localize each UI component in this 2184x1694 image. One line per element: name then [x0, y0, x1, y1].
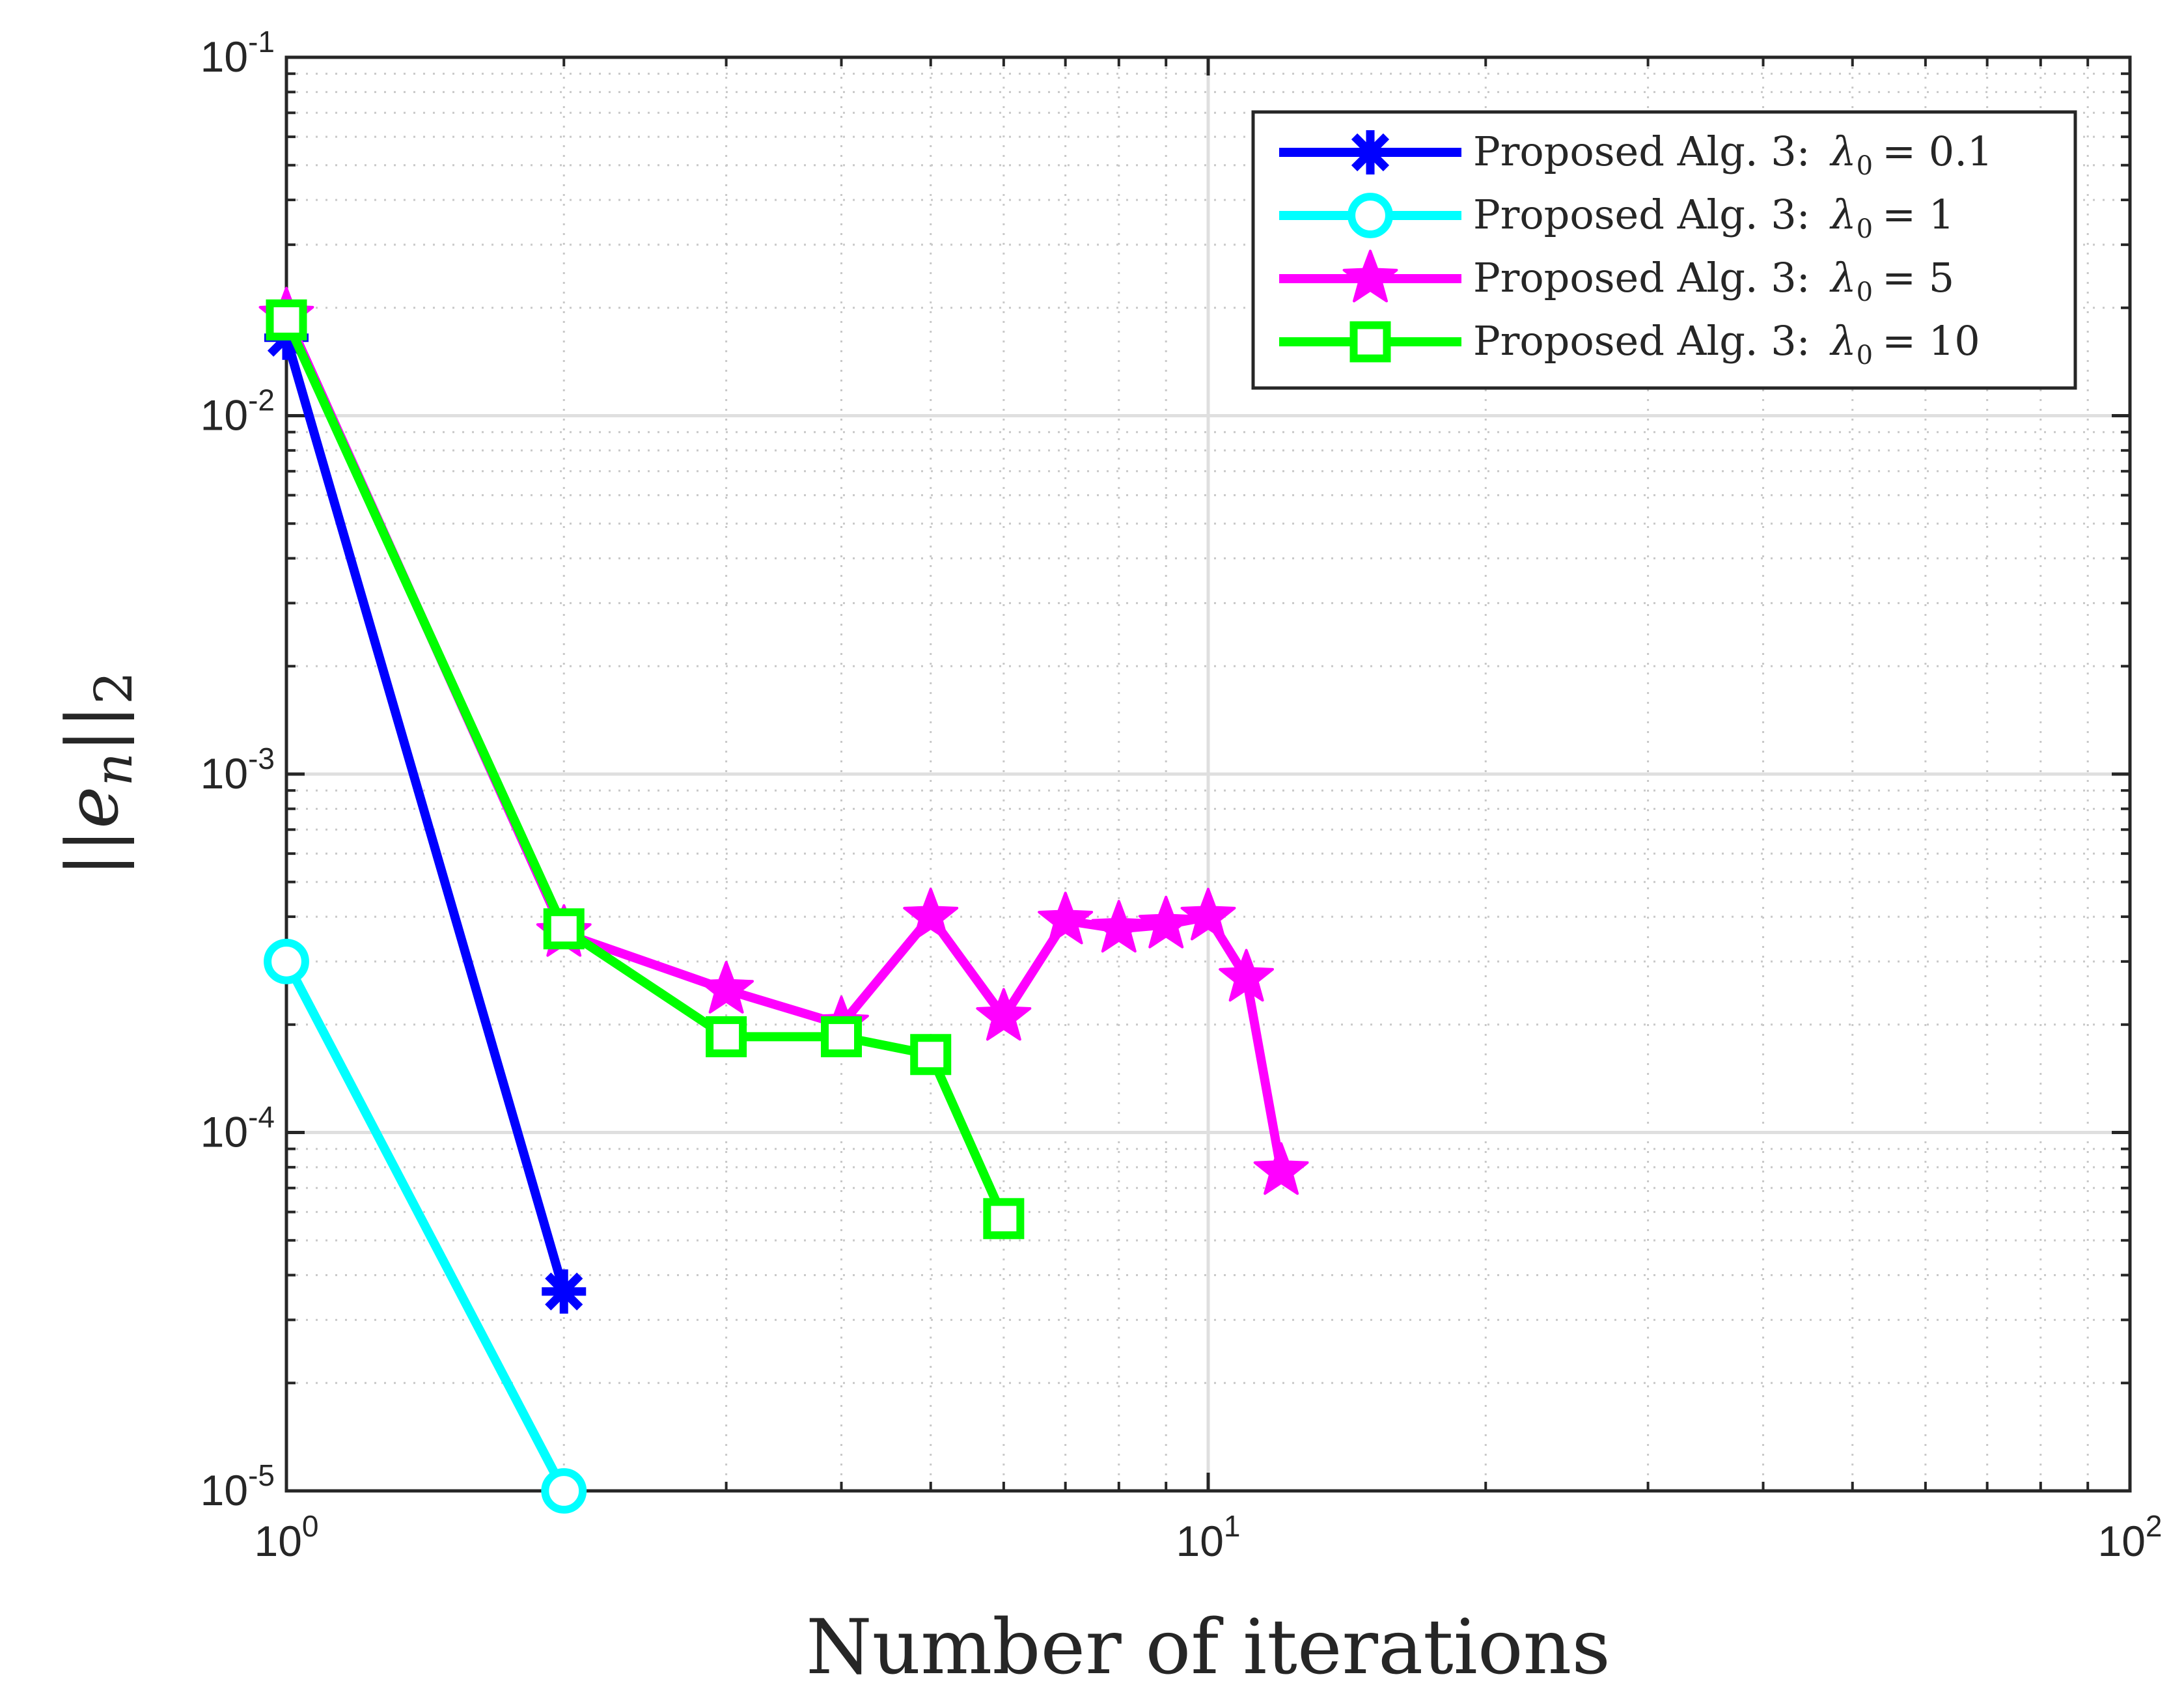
- x-axis-label: Number of iterations: [806, 1604, 1610, 1691]
- marker-stroke: [545, 1272, 583, 1311]
- x-tick-base: 10: [2097, 1517, 2145, 1565]
- legend-entry: Proposed Alg. 3: λ0 = 1: [1279, 191, 1954, 244]
- legend-lambda-sub: 0: [1857, 151, 1873, 181]
- legend-label: Proposed Alg. 3: λ0 = 10: [1473, 317, 1980, 370]
- marker-stroke: [1351, 133, 1390, 172]
- y-label-norm-subscript: 2: [83, 671, 144, 704]
- y-tick-exponent: -4: [248, 1100, 275, 1134]
- x-tick-exponent: 1: [1224, 1509, 1241, 1543]
- series-1: [264, 938, 587, 1514]
- data-point: [1219, 949, 1274, 1002]
- y-tick-label: 10-5: [200, 1458, 275, 1514]
- y-label-bars-right: ||: [51, 704, 134, 753]
- series-group: [258, 286, 1309, 1514]
- legend-lambda: λ: [1829, 254, 1856, 301]
- x-tick-label: 100: [254, 1509, 318, 1565]
- legend-label: Proposed Alg. 3: λ0 = 0.1: [1473, 128, 1993, 181]
- legend-label: Proposed Alg. 3: λ0 = 5: [1473, 254, 1954, 307]
- data-point: [1091, 900, 1147, 953]
- y-label-bars-left: ||: [51, 829, 134, 877]
- data-point: [910, 1034, 952, 1076]
- data-point: [1180, 887, 1236, 941]
- legend-lambda: λ: [1829, 128, 1856, 175]
- y-tick-exponent: -1: [248, 25, 275, 59]
- x-tick-label: 102: [2097, 1509, 2162, 1565]
- x-tick-base: 10: [254, 1517, 301, 1565]
- legend-space: [1810, 317, 1823, 365]
- data-point: [543, 908, 585, 950]
- x-tick-base: 10: [1176, 1517, 1223, 1565]
- legend-space: [1810, 128, 1823, 175]
- legend-lambda: λ: [1829, 191, 1856, 238]
- legend-prefix: Proposed Alg. 3:: [1473, 128, 1810, 175]
- data-point: [542, 1269, 587, 1314]
- y-tick-base: 10: [200, 33, 248, 81]
- legend-entry: Proposed Alg. 3: λ0 = 5: [1279, 249, 1954, 307]
- data-point: [266, 299, 307, 340]
- legend-prefix: Proposed Alg. 3:: [1473, 254, 1810, 301]
- y-tick-base: 10: [200, 1108, 248, 1156]
- legend-space: [1810, 191, 1823, 238]
- x-tick-exponent: 2: [2146, 1509, 2163, 1543]
- series-line: [282, 956, 569, 1495]
- y-tick-base: 10: [200, 391, 248, 439]
- legend-space: [1810, 254, 1823, 301]
- series-line: [282, 333, 569, 1296]
- axis-ticks: [284, 55, 2132, 1493]
- y-tick-label: 10-1: [200, 25, 275, 81]
- data-point: [983, 1198, 1025, 1240]
- data-point: [1138, 895, 1194, 949]
- y-tick-exponent: -3: [248, 742, 275, 775]
- legend-entry: Proposed Alg. 3: λ0 = 0.1: [1279, 128, 1993, 181]
- legend-lambda-sub: 0: [1857, 277, 1873, 307]
- y-tick-exponent: -2: [248, 383, 275, 417]
- y-tick-label: 10-4: [200, 1100, 275, 1156]
- legend-lambda-sub: 0: [1857, 340, 1873, 370]
- legend-prefix: Proposed Alg. 3:: [1473, 317, 1810, 365]
- data-point: [706, 1016, 747, 1057]
- data-point: [1038, 891, 1094, 945]
- data-point: [903, 887, 959, 941]
- legend-value: = 1: [1882, 191, 1954, 238]
- legend-marker: [1348, 130, 1392, 174]
- y-tick-label: 10-3: [200, 742, 275, 798]
- x-tick-label: 101: [1176, 1509, 1240, 1565]
- y-label-variable: e: [51, 786, 134, 829]
- legend-marker: [1349, 321, 1391, 363]
- legend-lambda: λ: [1829, 317, 1856, 365]
- legend-value: = 0.1: [1882, 128, 1993, 175]
- series-3: [266, 299, 1025, 1240]
- legend-marker: [1342, 249, 1398, 303]
- legend-entry: Proposed Alg. 3: λ0 = 10: [1279, 317, 1980, 370]
- y-tick-base: 10: [200, 1466, 248, 1514]
- y-tick-label: 10-2: [200, 383, 275, 439]
- y-axis-label: ||en||2: [51, 671, 144, 877]
- legend-marker: [1348, 193, 1393, 238]
- x-tick-exponent: 0: [302, 1509, 319, 1543]
- y-tick-exponent: -5: [248, 1458, 275, 1492]
- data-point: [541, 1468, 587, 1514]
- legend-lambda-sub: 0: [1857, 214, 1873, 244]
- data-point: [821, 1016, 863, 1057]
- legend-value: = 5: [1882, 254, 1954, 301]
- legend-value: = 10: [1882, 317, 1980, 365]
- y-label-subscript: n: [83, 753, 144, 786]
- data-point: [976, 988, 1032, 1041]
- data-point: [264, 938, 309, 984]
- legend-prefix: Proposed Alg. 3:: [1473, 191, 1810, 238]
- data-point: [1253, 1142, 1309, 1195]
- series-line: [282, 315, 1008, 1223]
- legend-label: Proposed Alg. 3: λ0 = 1: [1473, 191, 1954, 244]
- y-tick-base: 10: [200, 749, 248, 798]
- data-point: [698, 960, 754, 1014]
